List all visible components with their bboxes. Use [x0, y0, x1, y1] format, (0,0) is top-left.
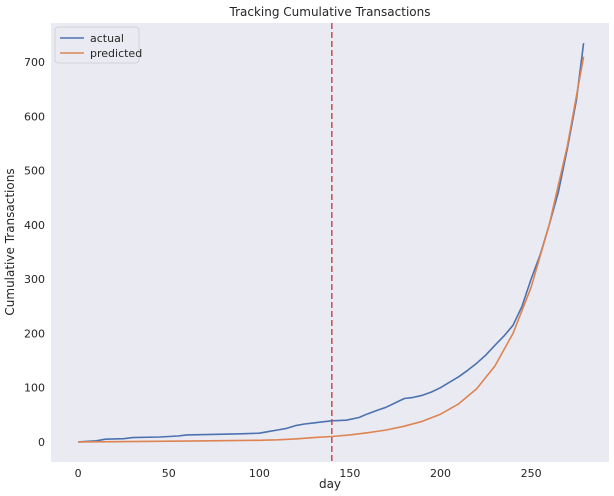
x-tick-label: 50	[162, 467, 176, 480]
series-group	[78, 42, 585, 443]
x-tick-label: 150	[339, 467, 360, 480]
x-axis-ticks: 0 50 100 150 200 250	[75, 467, 542, 480]
y-tick-label: 600	[24, 110, 45, 123]
y-axis-label: Cumulative Transactions	[3, 168, 17, 315]
series-line-actual	[78, 42, 585, 443]
y-tick-label: 200	[24, 327, 45, 340]
y-tick-label: 100	[24, 382, 45, 395]
x-tick-label: 200	[430, 467, 451, 480]
legend-label-actual: actual	[90, 32, 124, 45]
x-tick-label: 0	[75, 467, 82, 480]
y-tick-label: 400	[24, 219, 45, 232]
x-axis-label: day	[319, 477, 341, 491]
x-tick-label: 250	[521, 467, 542, 480]
y-tick-label: 700	[24, 56, 45, 69]
y-axis-ticks: 0 100 200 300 400 500 600 700	[24, 56, 45, 449]
legend: actual predicted	[54, 26, 142, 64]
legend-label-predicted: predicted	[90, 47, 142, 60]
plot-background	[51, 23, 609, 462]
chart-title: Tracking Cumulative Transactions	[229, 5, 431, 19]
y-tick-label: 500	[24, 165, 45, 178]
series-line-predicted	[78, 56, 585, 443]
y-tick-label: 300	[24, 273, 45, 286]
y-tick-label: 0	[38, 436, 45, 449]
x-tick-label: 100	[249, 467, 270, 480]
legend-box	[54, 26, 140, 64]
